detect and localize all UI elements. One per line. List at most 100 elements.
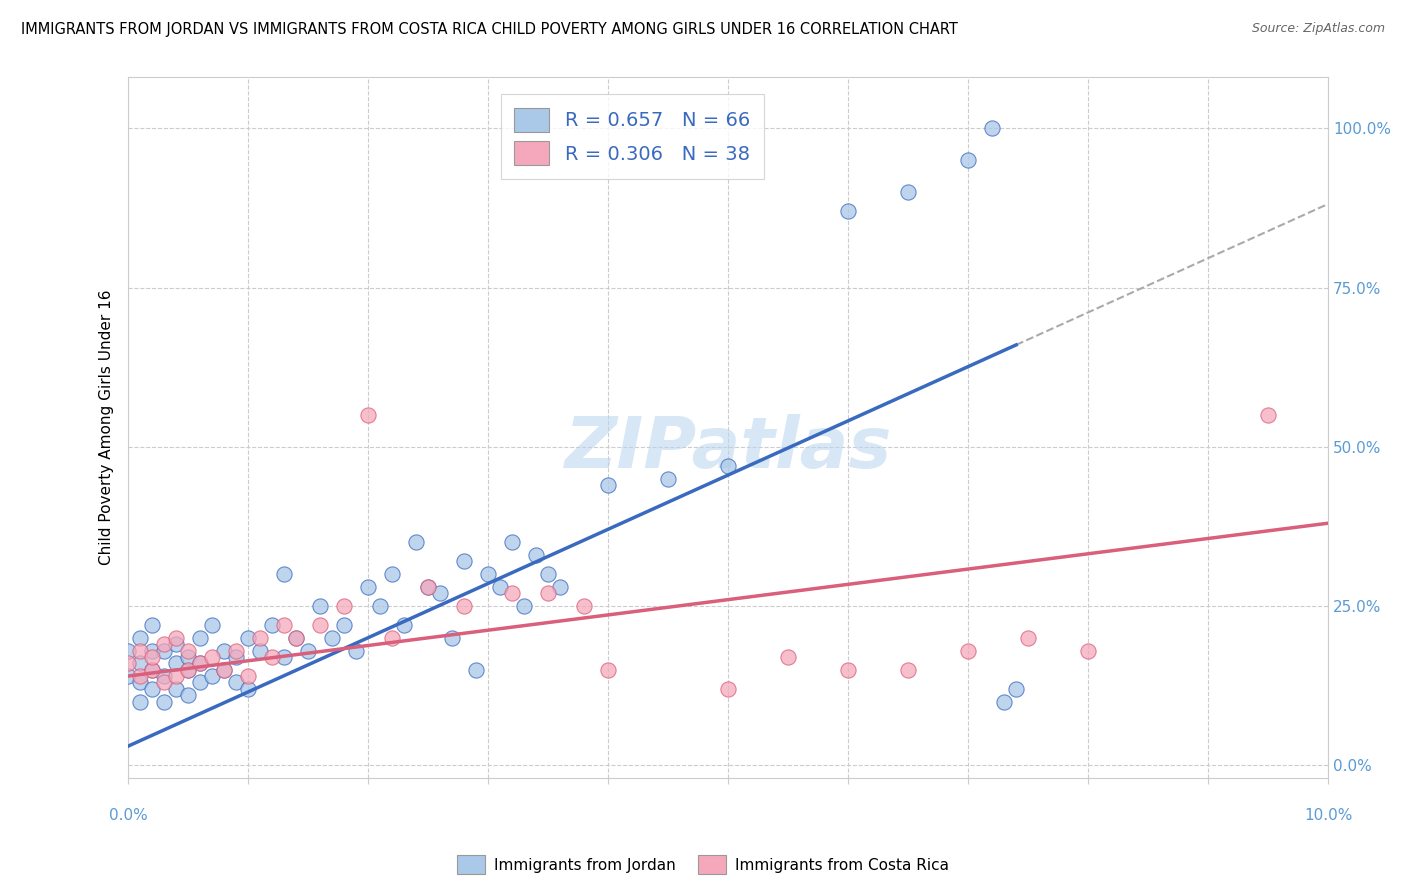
Point — [129, 643, 152, 657]
Point — [129, 669, 152, 683]
Point — [489, 580, 512, 594]
Point — [309, 599, 332, 613]
Point — [212, 643, 235, 657]
Point — [957, 643, 980, 657]
Text: Source: ZipAtlas.com: Source: ZipAtlas.com — [1251, 22, 1385, 36]
Point — [357, 408, 380, 422]
Point — [429, 586, 451, 600]
Point — [238, 631, 260, 645]
Point — [297, 643, 319, 657]
Point — [249, 631, 271, 645]
Point — [201, 649, 224, 664]
Point — [344, 643, 367, 657]
Legend: R = 0.657   N = 66, R = 0.306   N = 38: R = 0.657 N = 66, R = 0.306 N = 38 — [501, 95, 763, 178]
Point — [993, 694, 1015, 708]
Point — [153, 694, 176, 708]
Point — [405, 535, 427, 549]
Point — [548, 580, 571, 594]
Point — [418, 580, 440, 594]
Point — [177, 663, 200, 677]
Point — [392, 618, 415, 632]
Point — [717, 681, 740, 696]
Point — [249, 643, 271, 657]
Point — [453, 599, 475, 613]
Point — [117, 669, 139, 683]
Point — [1077, 643, 1099, 657]
Point — [129, 657, 152, 671]
Point — [238, 669, 260, 683]
Point — [141, 663, 163, 677]
Point — [598, 478, 620, 492]
Point — [309, 618, 332, 632]
Point — [129, 694, 152, 708]
Text: ZIPatlas: ZIPatlas — [564, 414, 891, 483]
Point — [357, 580, 380, 594]
Point — [465, 663, 488, 677]
Point — [897, 663, 920, 677]
Point — [1257, 408, 1279, 422]
Point — [837, 663, 859, 677]
Point — [188, 657, 211, 671]
Point — [598, 663, 620, 677]
Text: IMMIGRANTS FROM JORDAN VS IMMIGRANTS FROM COSTA RICA CHILD POVERTY AMONG GIRLS U: IMMIGRANTS FROM JORDAN VS IMMIGRANTS FRO… — [21, 22, 957, 37]
Point — [537, 567, 560, 582]
Point — [717, 458, 740, 473]
Point — [368, 599, 391, 613]
Point — [778, 649, 800, 664]
Point — [177, 688, 200, 702]
Point — [225, 649, 247, 664]
Point — [837, 204, 859, 219]
Point — [188, 675, 211, 690]
Point — [201, 669, 224, 683]
Legend: Immigrants from Jordan, Immigrants from Costa Rica: Immigrants from Jordan, Immigrants from … — [451, 849, 955, 880]
Point — [141, 643, 163, 657]
Point — [897, 185, 920, 199]
Point — [381, 567, 404, 582]
Point — [524, 548, 547, 562]
Point — [273, 649, 295, 664]
Point — [453, 554, 475, 568]
Point — [418, 580, 440, 594]
Point — [501, 586, 523, 600]
Point — [117, 643, 139, 657]
Text: 0.0%: 0.0% — [108, 808, 148, 823]
Text: 10.0%: 10.0% — [1303, 808, 1353, 823]
Point — [321, 631, 343, 645]
Point — [153, 643, 176, 657]
Point — [273, 567, 295, 582]
Point — [225, 643, 247, 657]
Point — [657, 472, 679, 486]
Point — [212, 663, 235, 677]
Point — [981, 121, 1004, 136]
Point — [238, 681, 260, 696]
Point — [201, 618, 224, 632]
Point — [129, 675, 152, 690]
Point — [381, 631, 404, 645]
Point — [165, 657, 187, 671]
Point — [188, 657, 211, 671]
Point — [501, 535, 523, 549]
Point — [188, 631, 211, 645]
Point — [153, 669, 176, 683]
Point — [273, 618, 295, 632]
Y-axis label: Child Poverty Among Girls Under 16: Child Poverty Among Girls Under 16 — [100, 290, 114, 566]
Point — [537, 586, 560, 600]
Point — [477, 567, 499, 582]
Point — [225, 675, 247, 690]
Point — [957, 153, 980, 168]
Point — [177, 663, 200, 677]
Point — [165, 669, 187, 683]
Point — [165, 631, 187, 645]
Point — [117, 657, 139, 671]
Point — [441, 631, 464, 645]
Point — [1017, 631, 1039, 645]
Point — [513, 599, 536, 613]
Point — [141, 649, 163, 664]
Point — [574, 599, 596, 613]
Point — [333, 618, 356, 632]
Point — [1005, 681, 1028, 696]
Point — [141, 618, 163, 632]
Point — [129, 631, 152, 645]
Point — [262, 649, 284, 664]
Point — [165, 681, 187, 696]
